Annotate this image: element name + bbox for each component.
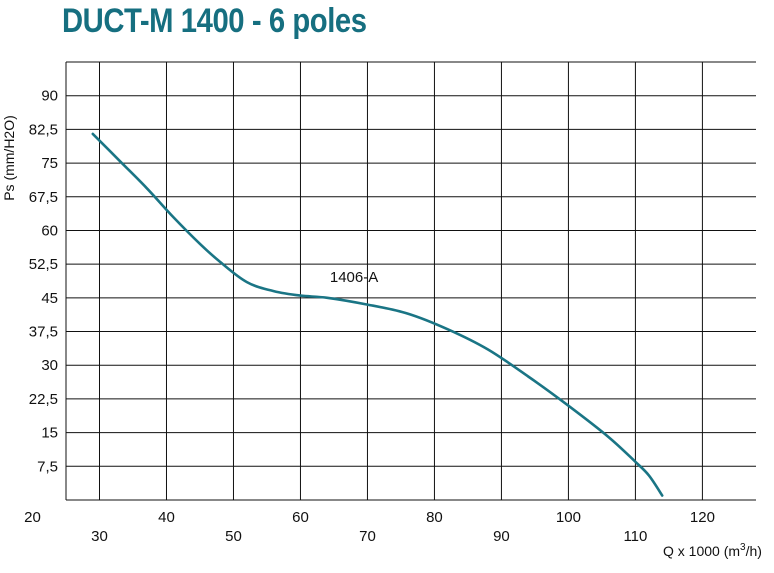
y-tick-label: 30 (41, 357, 58, 374)
series-layer (91, 132, 664, 497)
grid (65, 61, 756, 501)
x-axis-label-sup: 3 (740, 542, 746, 553)
x-tick-label: 90 (493, 528, 510, 545)
curve-annotation: 1406-A (330, 269, 378, 286)
x-axis-label-main: Q x 1000 (m (663, 543, 740, 559)
y-tick-label: 60 (41, 222, 58, 239)
x-axis-label: Q x 1000 (m3/h) (663, 542, 762, 559)
x-tick-label: 30 (91, 528, 108, 545)
tick-labels: 90 82,5 75 67,5 60 52,5 45 37,5 30 22,5 15 7,5 20 40 6… (24, 88, 715, 545)
y-tick-label: 82,5 (29, 121, 58, 138)
x-axis-label-end: /h) (746, 543, 762, 559)
chart-title: DUCT-M 1400 - 6 poles (62, 2, 367, 40)
y-tick-label: 67,5 (29, 189, 58, 206)
x-tick-label: 50 (225, 528, 242, 545)
y-tick-label: 52,5 (29, 256, 58, 273)
x-tick-label: 120 (690, 509, 715, 526)
x-tick-label: 100 (556, 509, 581, 526)
y-tick-label: 90 (41, 88, 58, 105)
y-axis-label: Ps (mm/H2O) (1, 115, 17, 201)
x-tick-label: 110 (623, 528, 647, 545)
y-tick-label: 75 (41, 155, 58, 172)
series-line-1406-A (91, 132, 664, 497)
x-tick-label: 20 (24, 509, 41, 526)
x-tick-label: 70 (359, 528, 376, 545)
x-tick-label: 40 (158, 509, 175, 526)
y-tick-label: 15 (41, 425, 58, 442)
x-tick-label: 60 (292, 509, 309, 526)
x-tick-label: 80 (426, 509, 443, 526)
y-tick-label: 22,5 (29, 391, 58, 408)
y-tick-label: 45 (41, 290, 58, 307)
y-tick-label: 7,5 (37, 458, 58, 475)
y-tick-label: 37,5 (29, 324, 58, 341)
